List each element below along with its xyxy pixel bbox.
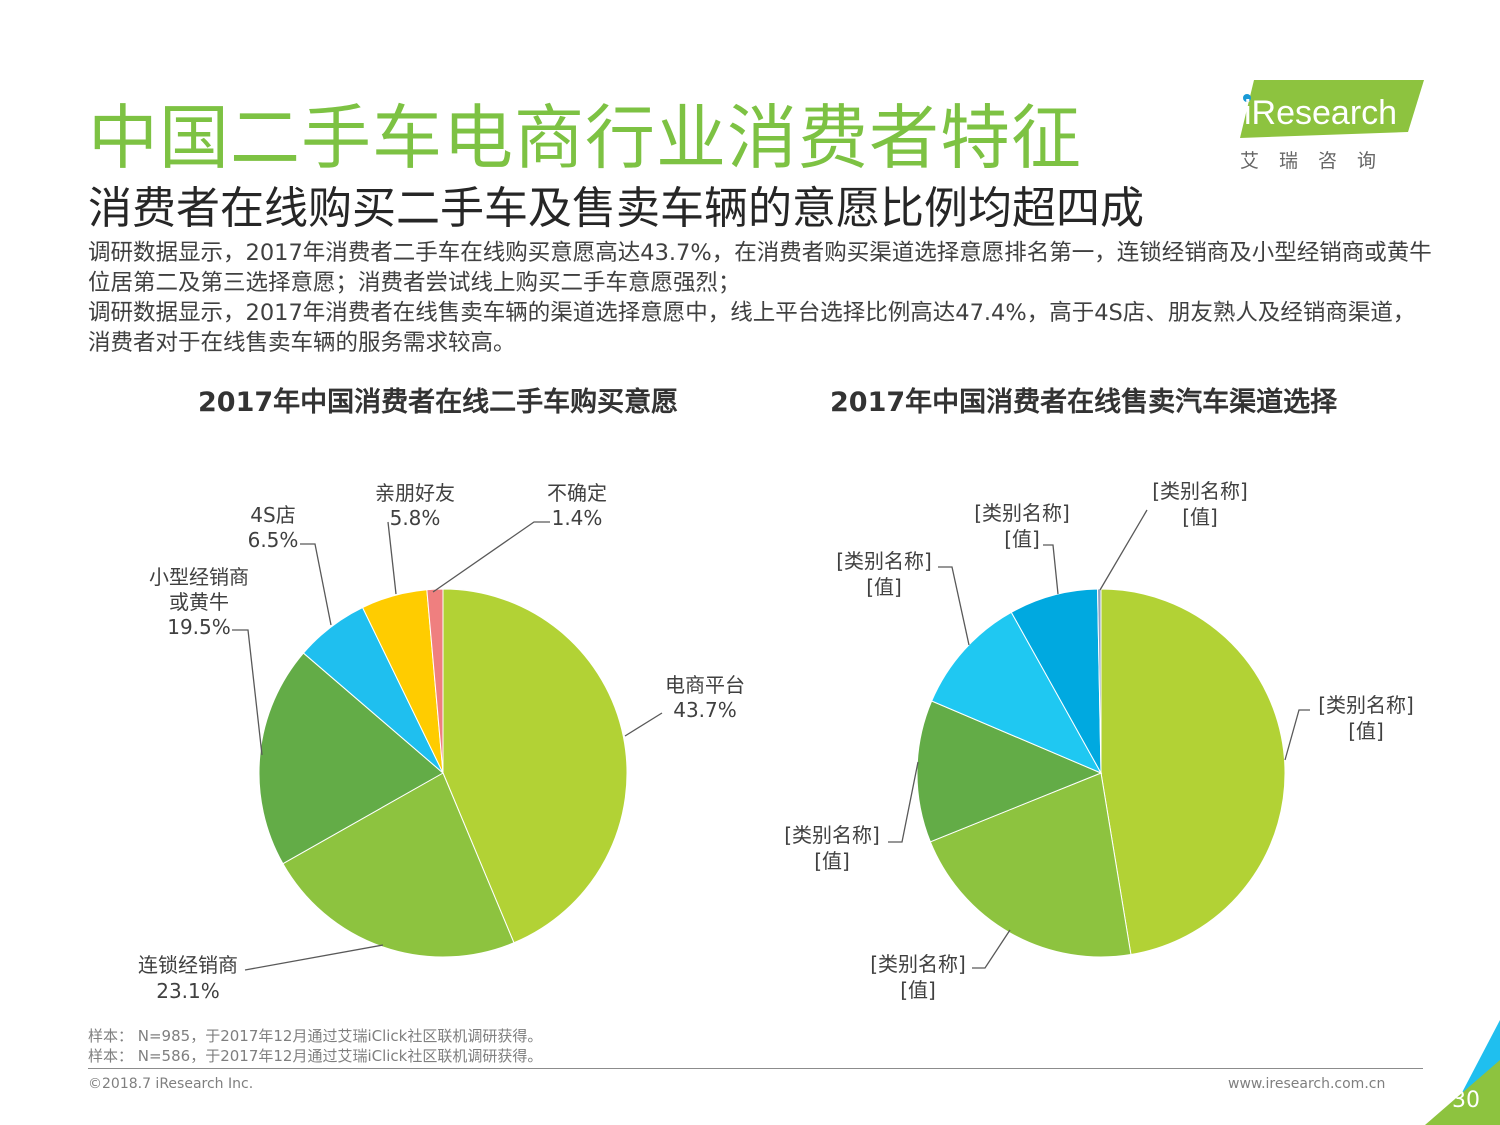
logo-cn-text: 艾瑞咨询 — [1240, 150, 1397, 172]
iresearch-logo: iResearch — [1240, 80, 1424, 138]
corner-decoration — [1425, 1020, 1500, 1125]
chart1-value-label-6: 1.4% — [552, 506, 603, 530]
chart2-leader-4 — [938, 566, 970, 646]
chart1-leader-5 — [387, 521, 397, 595]
chart1-category-label-5: 亲朋好友 — [375, 481, 455, 505]
chart2-category-label-4: [类别名称] — [836, 549, 932, 573]
chart1-value-label-5: 5.8% — [390, 506, 441, 530]
copyright: ©2018.7 iResearch Inc. — [88, 1076, 254, 1092]
chart1-title: 2017年中国消费者在线二手车购买意愿 — [198, 387, 679, 418]
chart2-slice-1 — [1100, 588, 1286, 956]
chart1-leader-2 — [244, 944, 384, 971]
sample-note-2: 样本： N=586，于2017年12月通过艾瑞iClick社区联机调研获得。 — [88, 1047, 543, 1065]
chart1-slice-1 — [442, 588, 628, 944]
chart2-slice-2 — [929, 772, 1132, 958]
chart1-category-label-4: 4S店 — [250, 503, 295, 527]
chart2-slice-4 — [931, 611, 1103, 775]
chart1-slice-6 — [426, 588, 444, 774]
chart1-category-label-6: 不确定 — [547, 481, 607, 505]
description-paragraph-2: 调研数据显示，2017年消费者在线售卖车辆的渠道选择意愿中，线上平台选择比例高达… — [88, 300, 1416, 356]
footer-divider — [88, 1068, 1423, 1069]
logo-text: iResearch — [1244, 94, 1397, 132]
sample-notes: 样本： N=985，于2017年12月通过艾瑞iClick社区联机调研获得。 样… — [88, 1026, 542, 1066]
chart2-leader-2 — [972, 929, 1011, 969]
chart2-value-label-5: [值] — [1004, 527, 1040, 551]
chart1-slice-2 — [282, 772, 515, 958]
chart2-slice-3 — [916, 700, 1103, 843]
page-number: 30 — [1452, 1088, 1480, 1113]
chart2-value-label-2: [值] — [900, 978, 936, 1002]
chart2-value-label-6: [值] — [1182, 505, 1218, 529]
chart1-category-label-3: 或黄牛 — [169, 590, 229, 614]
website: www.iresearch.com.cn — [1228, 1076, 1386, 1092]
chart1-leader-6 — [432, 521, 550, 593]
chart1-leader-1 — [624, 712, 663, 737]
chart1-category-label-1: 电商平台 — [665, 673, 745, 697]
chart2-leader-5 — [1043, 544, 1059, 595]
chart2-leader-1 — [1284, 709, 1310, 761]
chart1-leader-4 — [300, 543, 332, 626]
page-subtitle: 消费者在线购买二手车及售卖车辆的意愿比例均超四成 — [88, 183, 1144, 234]
chart1-slice-3 — [258, 652, 444, 865]
chart2-value-label-3: [值] — [814, 849, 850, 873]
chart1-value-label-4: 6.5% — [248, 528, 299, 552]
chart1-category-label-2: 连锁经销商 — [138, 953, 238, 977]
chart2-leader-3 — [888, 761, 919, 843]
chart2-category-label-6: [类别名称] — [1152, 479, 1248, 503]
chart2-category-label-5: [类别名称] — [974, 501, 1070, 525]
chart1-value-label-3: 19.5% — [167, 615, 231, 639]
chart1-category-label-3: 小型经销商 — [149, 565, 249, 589]
chart2-leader-6 — [1099, 509, 1148, 591]
description-paragraph-1: 调研数据显示，2017年消费者二手车在线购买意愿高达43.7%，在消费者购买渠道… — [88, 240, 1432, 296]
chart2-category-label-3: [类别名称] — [784, 823, 880, 847]
chart2-title: 2017年中国消费者在线售卖汽车渠道选择 — [830, 387, 1338, 418]
chart1-leader-3 — [232, 629, 263, 756]
chart2-category-label-2: [类别名称] — [870, 952, 966, 976]
page-title: 中国二手车电商行业消费者特征 — [88, 97, 1082, 179]
sample-note-1: 样本： N=985，于2017年12月通过艾瑞iClick社区联机调研获得。 — [88, 1027, 543, 1045]
chart1-value-label-2: 23.1% — [156, 979, 220, 1003]
chart2-value-label-1: [值] — [1348, 719, 1384, 743]
chart2-value-label-4: [值] — [866, 575, 902, 599]
chart1-value-label-1: 43.7% — [673, 698, 737, 722]
description: 调研数据显示，2017年消费者二手车在线购买意愿高达43.7%，在消费者购买渠道… — [88, 238, 1433, 358]
chart2-category-label-1: [类别名称] — [1318, 693, 1414, 717]
